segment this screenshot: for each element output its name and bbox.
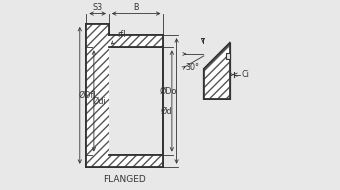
Bar [109,35,164,47]
Polygon shape [226,53,230,59]
Bar [86,24,109,167]
Text: Ød: Ød [160,107,172,116]
Polygon shape [204,43,230,99]
Text: ØDo: ØDo [159,87,176,96]
Text: B: B [133,3,139,12]
Text: FLANGED: FLANGED [103,175,146,184]
Text: Ødi: Ødi [93,97,107,105]
Text: Ci: Ci [241,70,249,79]
Bar [204,43,230,99]
Text: ØDfl: ØDfl [79,91,97,100]
Text: 30°: 30° [186,63,200,72]
Text: S3: S3 [92,3,103,12]
Bar [109,154,164,167]
Text: rfl: rfl [112,30,126,44]
Bar [109,47,164,154]
